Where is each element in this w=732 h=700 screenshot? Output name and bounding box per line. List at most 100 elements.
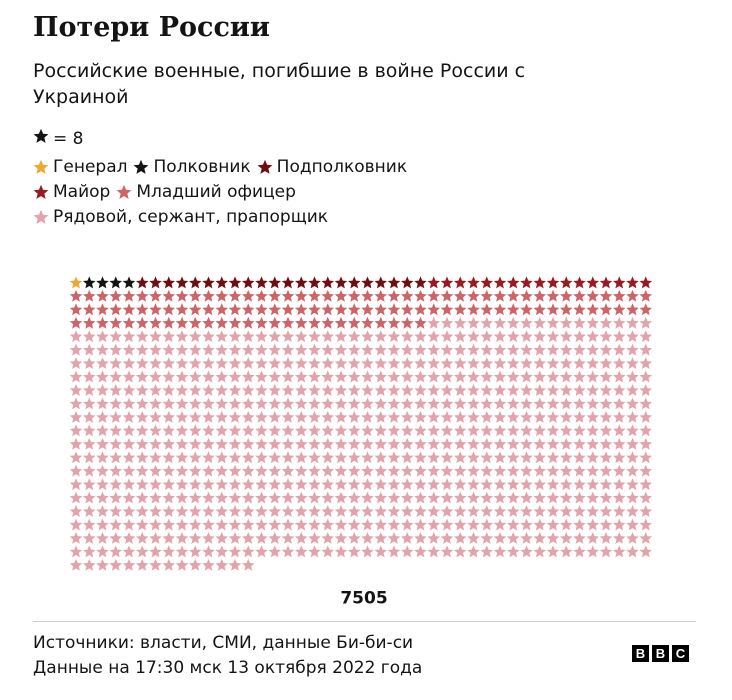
unit-star xyxy=(281,316,295,329)
unit-star xyxy=(334,437,348,450)
unit-star xyxy=(546,424,560,437)
unit-star xyxy=(361,330,374,343)
unit-star xyxy=(440,518,454,531)
unit-star xyxy=(546,518,560,531)
unit-star xyxy=(586,491,600,504)
star xyxy=(134,159,149,174)
unit-star xyxy=(520,357,533,370)
unit-star xyxy=(427,478,441,491)
unit-star xyxy=(347,370,361,383)
unit-star xyxy=(599,437,613,450)
unit-star xyxy=(361,343,374,356)
unit-star xyxy=(480,289,494,302)
unit-star xyxy=(135,424,149,437)
unit-star xyxy=(493,518,507,531)
unit-star xyxy=(188,303,202,316)
unit-star xyxy=(559,370,573,383)
unit-star xyxy=(69,505,83,517)
unit-star xyxy=(175,357,189,370)
unit-star xyxy=(559,343,573,356)
unit-star xyxy=(149,437,162,450)
unit-star xyxy=(480,384,494,396)
unit-star xyxy=(427,491,441,504)
unit-star xyxy=(162,558,176,571)
unit-star xyxy=(96,451,109,464)
unit-star xyxy=(122,424,136,437)
unit-star xyxy=(334,370,348,383)
unit-star xyxy=(228,357,242,370)
unit-star xyxy=(586,478,600,491)
unit-star xyxy=(69,424,83,437)
unit-star xyxy=(228,343,242,356)
unit-star xyxy=(467,545,480,558)
unit-star xyxy=(228,478,242,491)
unit-star xyxy=(440,316,454,329)
unit-star xyxy=(599,316,613,329)
legend-item: Генерал xyxy=(33,156,127,178)
unit-star xyxy=(149,545,162,558)
unit-star xyxy=(361,505,374,517)
unit-star xyxy=(69,397,83,410)
unit-star xyxy=(308,330,321,343)
unit-star xyxy=(294,410,308,423)
unit-star xyxy=(215,410,229,423)
unit-star xyxy=(255,289,268,302)
unit-star xyxy=(453,330,467,343)
unit-star xyxy=(387,384,401,396)
unit-star xyxy=(599,303,613,316)
unit-star xyxy=(453,437,467,450)
unit-star xyxy=(294,424,308,437)
unit-star xyxy=(480,357,494,370)
unit-star xyxy=(69,276,83,289)
unit-star xyxy=(586,505,600,517)
unit-star xyxy=(215,370,229,383)
unit-star xyxy=(122,505,136,517)
unit-star xyxy=(268,410,282,423)
unit-star xyxy=(109,289,123,302)
unit-star xyxy=(573,478,586,491)
unit-star xyxy=(268,330,282,343)
unit-star xyxy=(586,545,600,558)
unit-star xyxy=(533,464,547,477)
unit-star xyxy=(334,397,348,410)
unit-star xyxy=(162,316,176,329)
unit-star xyxy=(149,451,162,464)
unit-star xyxy=(612,437,626,450)
unit-star xyxy=(374,518,388,531)
unit-star xyxy=(202,384,215,396)
unit-star xyxy=(347,451,361,464)
unit-star xyxy=(361,464,374,477)
unit-star xyxy=(268,531,282,544)
unit-star xyxy=(241,330,255,343)
unit-star xyxy=(202,464,215,477)
unit-label: = 8 xyxy=(53,128,84,149)
unit-star xyxy=(122,370,136,383)
unit-star xyxy=(400,330,414,343)
unit-star xyxy=(308,303,321,316)
unit-star xyxy=(520,316,533,329)
unit-star xyxy=(255,531,268,544)
unit-star xyxy=(228,505,242,517)
unit-star xyxy=(268,545,282,558)
unit-star xyxy=(149,397,162,410)
unit-star xyxy=(612,505,626,517)
unit-star xyxy=(612,303,626,316)
unit-star xyxy=(599,451,613,464)
unit-star xyxy=(334,303,348,316)
unit-star xyxy=(294,384,308,396)
unit-star xyxy=(414,316,427,329)
unit-star xyxy=(400,545,414,558)
unit-star xyxy=(467,410,480,423)
unit-star xyxy=(559,357,573,370)
unit-star xyxy=(321,437,335,450)
unit-star xyxy=(573,289,586,302)
unit-star xyxy=(268,451,282,464)
star xyxy=(33,159,49,174)
unit-star xyxy=(281,397,295,410)
unit-star xyxy=(480,545,494,558)
unit-star xyxy=(175,424,189,437)
unit-star xyxy=(639,464,653,477)
unit-star xyxy=(533,330,547,343)
unit-star xyxy=(506,424,520,437)
unit-star xyxy=(612,343,626,356)
